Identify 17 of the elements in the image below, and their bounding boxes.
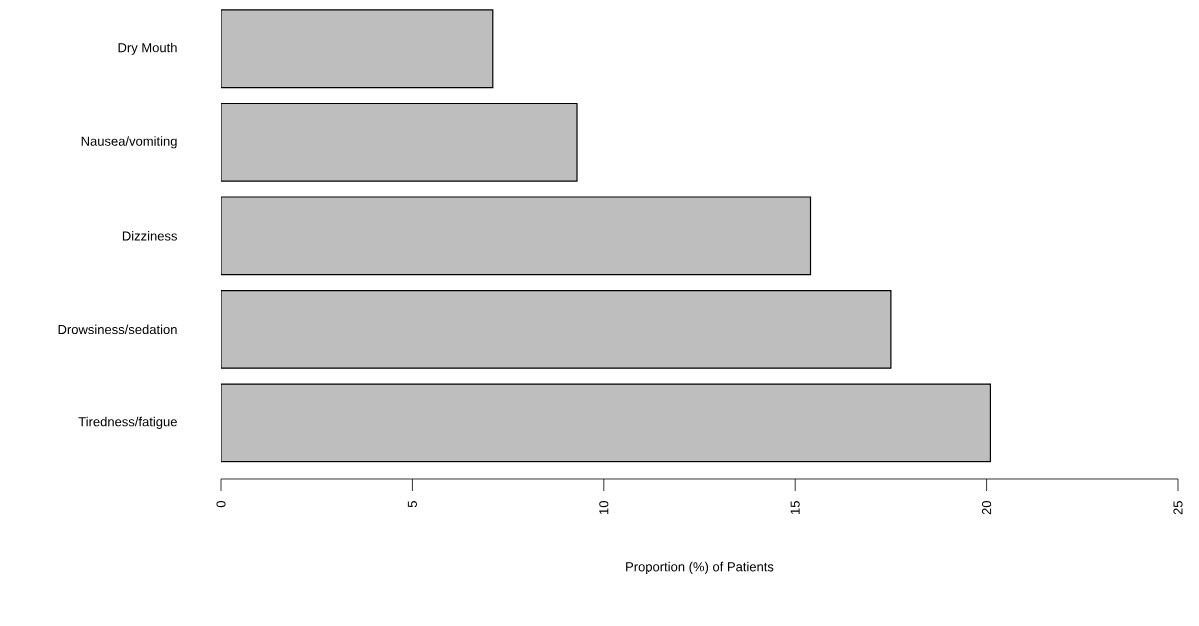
y-tick-label: Nausea/vomiting <box>81 136 177 149</box>
x-tick-label: 0 <box>216 501 226 508</box>
bar <box>221 196 812 276</box>
x-tick-label: 20 <box>981 501 992 515</box>
y-tick-label: Dry Mouth <box>118 42 177 55</box>
y-tick-label: Drowsiness/sedation <box>58 324 177 335</box>
x-tick-label: 5 <box>407 501 417 508</box>
y-tick-label: Dizziness <box>122 231 177 241</box>
x-tick-label: 10 <box>599 501 609 514</box>
x-axis-title: Proportion (%) of Patients <box>626 561 774 574</box>
y-tick-label: Tiredness/fatigue <box>78 416 177 429</box>
x-tick-label: 15 <box>790 501 800 514</box>
bar <box>221 383 992 463</box>
bar <box>221 102 578 182</box>
bar <box>221 9 494 89</box>
bar <box>221 289 892 369</box>
x-tick-label: 25 <box>1173 501 1183 515</box>
